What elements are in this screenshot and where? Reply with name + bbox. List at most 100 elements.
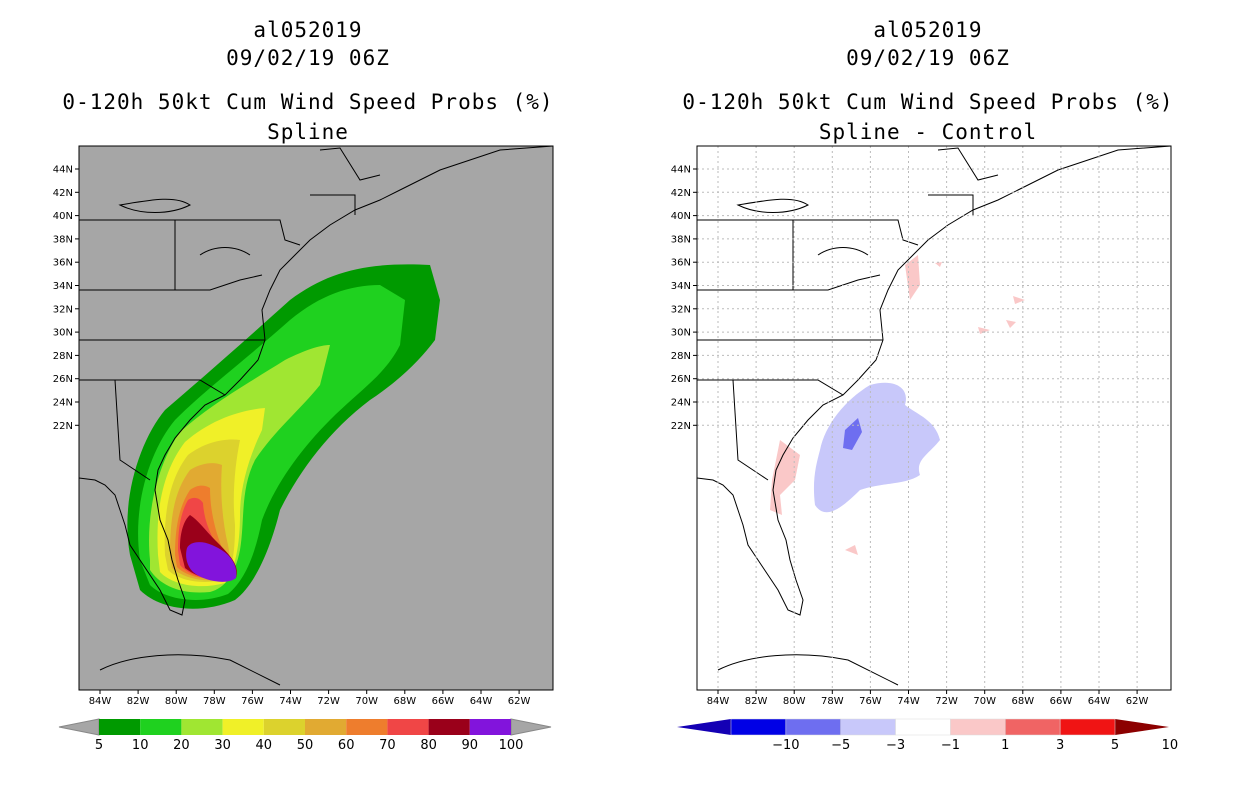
right-map-frame: [696, 145, 1172, 691]
right-cb-label: −1: [941, 738, 960, 753]
left-lat-label: 42N: [53, 188, 73, 199]
left-lon-label: 70W: [355, 696, 378, 707]
left-cb-label: 100: [499, 738, 524, 753]
left-cb-box: [305, 719, 347, 735]
left-lon-label: 76W: [241, 696, 264, 707]
prob-band-90: [186, 542, 237, 582]
left-colorbar: 5 10 20 30 40 50 60 70 80 90 100: [58, 718, 552, 753]
right-cb-label: 5: [1111, 738, 1119, 753]
left-cb-label: 70: [379, 738, 396, 753]
right-lon-label: 72W: [935, 696, 958, 707]
left-lat-label: 34N: [53, 281, 73, 292]
left-cb-label: 60: [338, 738, 355, 753]
right-map-background: [696, 145, 1172, 691]
left-lon-label: 74W: [279, 696, 302, 707]
left-lat-label: 32N: [53, 304, 73, 315]
right-lat-label: 34N: [671, 281, 691, 292]
diff-area-minus-3: [843, 418, 862, 450]
left-subtitle: Spline: [267, 120, 349, 144]
right-lat-label: 38N: [671, 234, 691, 245]
right-datetime: 09/02/19 06Z: [846, 46, 1010, 70]
right-lon-label: 82W: [745, 696, 768, 707]
left-lon-label: 66W: [432, 696, 455, 707]
left-cb-label: 20: [173, 738, 190, 753]
diff-area-minus-1: [813, 382, 940, 513]
right-lat-label: 26N: [671, 374, 691, 385]
left-cb-label: 80: [420, 738, 437, 753]
left-cb-box: [387, 719, 429, 735]
right-lat-label: 24N: [671, 398, 691, 409]
left-storm-id: al052019: [253, 18, 363, 42]
right-lon-label: 66W: [1050, 696, 1073, 707]
right-lon-label: 84W: [707, 696, 730, 707]
right-product-title: 0-120h 50kt Cum Wind Speed Probs (%): [682, 90, 1174, 114]
left-lat-label: 44N: [53, 165, 73, 176]
right-lat-label: 28N: [671, 351, 691, 362]
left-coastlines: [78, 145, 554, 686]
right-lat-label: 40N: [671, 211, 691, 222]
right-cb-under-arrow: [677, 719, 731, 735]
right-lon-label: 68W: [1011, 696, 1034, 707]
left-lat-label: 36N: [53, 258, 73, 269]
left-cb-label: 30: [214, 738, 231, 753]
left-lat-label: 26N: [53, 374, 73, 385]
right-lon-label: 64W: [1088, 696, 1111, 707]
left-cb-box: [222, 719, 264, 735]
diff-area-plus-1-a: [770, 440, 800, 515]
right-lat-label: 36N: [671, 258, 691, 269]
right-storm-id: al052019: [873, 18, 983, 42]
left-datetime: 09/02/19 06Z: [226, 46, 390, 70]
right-lon-label: 76W: [859, 696, 882, 707]
right-lon-label: 80W: [783, 696, 806, 707]
left-cb-box: [140, 719, 182, 735]
left-lon-label: 72W: [317, 696, 340, 707]
left-probability-map: [78, 145, 554, 690]
right-lat-label: 42N: [671, 188, 691, 199]
left-cb-box: [263, 719, 305, 735]
right-lat-label: 30N: [671, 328, 691, 339]
left-map-frame: [78, 145, 554, 691]
right-cb-label: 10: [1162, 738, 1179, 753]
right-cb-label: −10: [772, 738, 799, 753]
right-cb-over-arrow: [1115, 719, 1169, 735]
left-cb-label: 50: [297, 738, 314, 753]
left-lon-label: 64W: [470, 696, 493, 707]
left-cb-label: 40: [256, 738, 273, 753]
right-cb-label: −5: [831, 738, 850, 753]
right-grid: [697, 146, 1171, 690]
right-lon-label: 70W: [973, 696, 996, 707]
right-cb-box: [1059, 718, 1116, 736]
left-cb-label: 10: [132, 738, 149, 753]
right-cb-label: 1: [1001, 738, 1009, 753]
right-cb-label: 3: [1056, 738, 1064, 753]
right-lat-label: 44N: [671, 165, 691, 176]
left-cb-box: [99, 719, 141, 735]
right-lon-label: 74W: [897, 696, 920, 707]
left-lon-label: 82W: [127, 696, 150, 707]
left-lat-label: 30N: [53, 328, 73, 339]
right-lat-label: 22N: [671, 421, 691, 432]
left-lat-label: 22N: [53, 421, 73, 432]
right-lat-label: 32N: [671, 304, 691, 315]
left-lon-label: 84W: [89, 696, 112, 707]
left-lon-label: 62W: [508, 696, 531, 707]
left-lon-label: 68W: [393, 696, 416, 707]
left-cb-label: 5: [95, 738, 103, 753]
left-lon-label: 78W: [203, 696, 226, 707]
right-subtitle: Spline - Control: [818, 120, 1038, 144]
left-cb-label: 90: [462, 738, 479, 753]
left-cb-box: [181, 719, 223, 735]
right-lon-label: 78W: [821, 696, 844, 707]
left-cb-box: [346, 719, 388, 735]
left-cb-box: [428, 719, 470, 735]
left-lat-label: 40N: [53, 211, 73, 222]
left-lon-label: 80W: [165, 696, 188, 707]
left-lat-label: 28N: [53, 351, 73, 362]
right-lon-label: 62W: [1126, 696, 1149, 707]
left-cb-box: [469, 719, 511, 735]
left-lat-label: 38N: [53, 234, 73, 245]
right-cb-label: −3: [886, 738, 905, 753]
